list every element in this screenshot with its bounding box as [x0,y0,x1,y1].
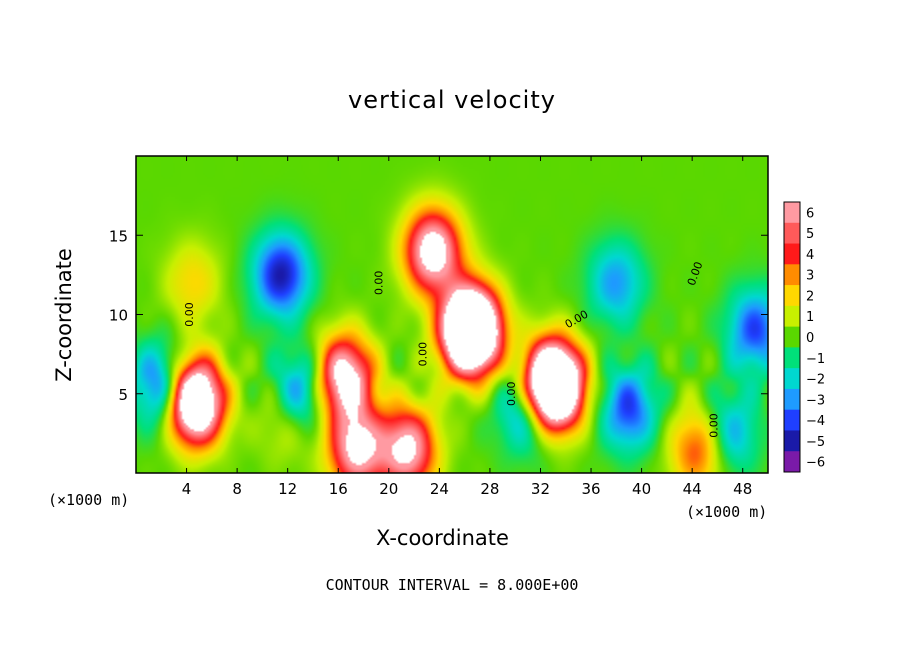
x-tick-label: 40 [632,480,651,498]
colorbar-label: −5 [806,435,825,450]
heatmap-image [136,156,768,473]
colorbar-swatch [784,388,800,411]
colorbar-swatch [784,347,800,369]
y-tick-label: 15 [109,227,128,245]
y-tick-label: 5 [118,386,128,404]
y-axis-label: Z-coordinate [52,248,76,382]
chart-title: vertical velocity [348,86,556,114]
contour-label: 0.00 [417,342,430,367]
x-tick-label: 24 [430,480,449,498]
colorbar-label: 1 [806,310,814,325]
colorbar-label: −6 [806,456,825,471]
colorbar-swatch [784,222,800,245]
x-tick-label: 8 [232,480,242,498]
x-tick-label: 48 [733,480,752,498]
colorbar-label: −2 [806,373,825,388]
contour-label: 0.00 [372,271,385,296]
colorbar-label: 5 [806,227,814,242]
contour-interval-text: CONTOUR INTERVAL = 8.000E+00 [325,576,579,594]
colorbar-swatch [784,409,800,431]
colorbar-label: 4 [806,248,814,263]
colorbar-frame [783,201,801,473]
colorbar-label: 2 [806,289,814,304]
colorbar: 6 5 4 3 2 1 0 −1 −2 −3 −4 −5 −6 [783,201,825,473]
colorbar-swatch [784,326,800,348]
x-tick-label: 20 [379,480,398,498]
x-tick-label: 12 [278,480,297,498]
x-tick-label: 4 [182,480,192,498]
colorbar-swatch [784,368,800,390]
colorbar-swatch [784,285,800,307]
colorbar-label: −4 [806,414,825,429]
x-tick-label: 44 [683,480,702,498]
colorbar-label: 6 [806,206,814,221]
x-tick-label: 32 [531,480,550,498]
x-unit-note-left: (×1000 m) [48,491,130,509]
contour-label: 0.00 [505,382,518,407]
colorbar-swatch [784,264,800,286]
colorbar-swatch [784,451,800,473]
contour-label: 0.00 [707,413,720,438]
y-axis: 5 10 15 [109,227,768,404]
colorbar-label: −1 [806,352,825,367]
contour-label: 0.00 [183,302,196,327]
y-tick-label: 10 [109,307,128,325]
colorbar-swatch [784,202,800,224]
colorbar-label: −3 [806,393,825,408]
colorbar-swatch [784,305,800,328]
colorbar-swatch [784,430,800,452]
x-axis-label: X-coordinate [376,526,509,550]
x-unit-note-right: (×1000 m) [686,503,768,521]
colorbar-swatch [784,243,800,265]
x-tick-label: 28 [480,480,499,498]
colorbar-label: 3 [806,269,814,284]
x-axis: 4 8 12 16 20 24 28 32 36 40 44 48 [182,156,752,498]
x-tick-label: 36 [581,480,600,498]
x-tick-label: 16 [329,480,348,498]
colorbar-label: 0 [806,331,814,346]
